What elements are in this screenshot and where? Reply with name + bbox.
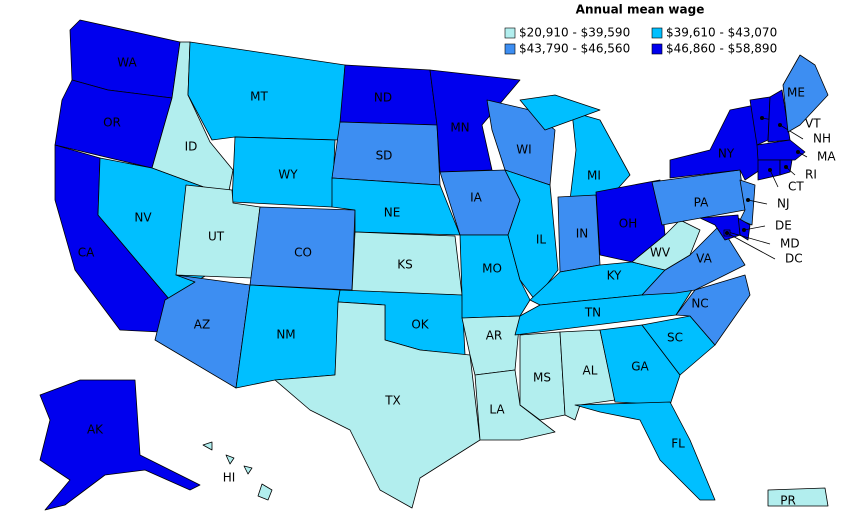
legend-label: $39,610 - $43,070: [666, 26, 777, 40]
callout-line: [743, 225, 766, 231]
state-label: MT: [250, 90, 268, 104]
state-label: HI: [223, 471, 236, 485]
state-label: NC: [691, 297, 708, 311]
state-label: LA: [489, 403, 505, 417]
state-label: CO: [294, 246, 312, 260]
state-label: MO: [482, 262, 502, 276]
callout-line: [785, 166, 796, 176]
legend-label: $20,910 - $39,590: [519, 26, 630, 40]
state-label: KY: [607, 269, 622, 283]
state-label: CT: [788, 180, 804, 194]
state-label: IA: [470, 191, 483, 205]
state-label: WY: [278, 168, 298, 182]
state-label: AK: [87, 423, 104, 437]
state-label: DC: [785, 252, 803, 266]
state-label: VT: [805, 117, 821, 131]
state-label: RI: [805, 168, 817, 182]
state-label: DE: [775, 219, 792, 233]
state-shape: [39, 379, 201, 511]
callout-dot: [796, 150, 800, 154]
state-shape: [574, 401, 716, 501]
state-label: NJ: [777, 197, 790, 211]
callout-dot: [746, 198, 750, 202]
state-label: OK: [411, 318, 429, 332]
state-label: KS: [397, 258, 413, 272]
state-label: SC: [667, 331, 683, 345]
state-label: VA: [696, 252, 712, 266]
state-shape: [782, 54, 829, 133]
state-shape: [202, 441, 213, 451]
state-label: MA: [817, 150, 836, 164]
callout-dot: [784, 165, 788, 169]
state-label: WI: [516, 143, 531, 157]
state-label: ID: [185, 140, 198, 154]
state-label: OH: [619, 217, 637, 231]
state-label: MI: [587, 169, 601, 183]
state-shape: [274, 301, 481, 509]
state-shape: [504, 169, 559, 301]
state-label: UT: [208, 230, 225, 244]
state-shape: [756, 139, 806, 161]
state-label: NM: [276, 328, 295, 342]
state-shape: [243, 465, 253, 475]
state-label: FL: [671, 437, 685, 451]
callout-dot: [778, 123, 782, 127]
callout-dot: [725, 231, 729, 235]
state-shape: [669, 104, 761, 181]
legend-swatch: [651, 43, 663, 55]
state-label: OR: [103, 116, 121, 130]
legend-label: $46,860 - $58,890: [666, 42, 777, 56]
state-label: ND: [374, 91, 392, 105]
state-shape: [631, 219, 701, 271]
legend-label: $43,790 - $46,560: [519, 42, 630, 56]
callout-dot: [760, 116, 764, 120]
state-shape: [599, 324, 681, 406]
state-label: MD: [780, 237, 800, 251]
state-shape: [225, 454, 235, 465]
state-shape: [257, 483, 273, 501]
state-label: TX: [384, 394, 401, 408]
state-label: TN: [584, 306, 601, 320]
state-label: WA: [117, 56, 137, 70]
state-label: WV: [650, 246, 671, 260]
state-label: ME: [787, 86, 805, 100]
state-label: NV: [134, 211, 152, 225]
state-label: IL: [536, 233, 547, 247]
state-label: PR: [780, 494, 796, 508]
state-shape: [474, 369, 556, 441]
state-label: GA: [631, 360, 649, 374]
callout-line: [779, 124, 804, 140]
legend-title: Annual mean wage: [576, 3, 705, 17]
callout-dot: [742, 228, 746, 232]
legend-swatch: [504, 43, 516, 55]
callout-line: [769, 169, 779, 188]
state-label: NH: [813, 132, 831, 146]
legend-swatch: [651, 27, 663, 39]
legend-swatch: [504, 27, 516, 39]
state-label: CA: [78, 246, 95, 260]
state-label: MS: [533, 371, 551, 385]
state-shape: [767, 487, 829, 507]
callout-line: [727, 231, 771, 245]
state-shape: [569, 111, 631, 201]
state-label: IN: [576, 227, 589, 241]
state-label: SD: [376, 149, 393, 163]
state-label: AZ: [194, 318, 210, 332]
state-label: NE: [384, 206, 401, 220]
state-shape: [514, 289, 693, 336]
state-label: NY: [718, 147, 735, 161]
state-label: AR: [486, 329, 503, 343]
callout-line: [747, 199, 768, 205]
state-label: AL: [583, 364, 598, 378]
callout-line: [726, 232, 776, 260]
state-label: MN: [450, 121, 469, 135]
callout-dot: [768, 168, 772, 172]
state-label: PA: [694, 196, 709, 210]
state-shape: [519, 94, 601, 131]
